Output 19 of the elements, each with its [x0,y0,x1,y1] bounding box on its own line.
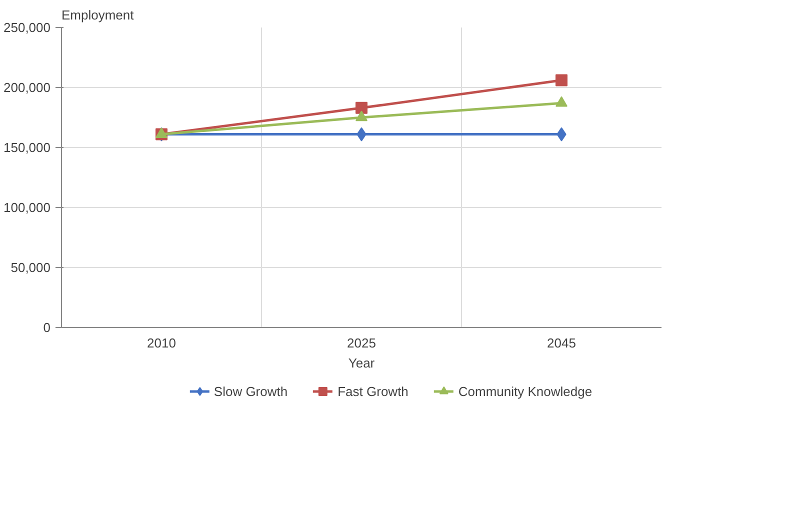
y-tick-label: 0 [43,320,51,335]
x-axis-title: Year [348,356,376,370]
x-tick-label: 2010 [147,336,176,350]
y-axis-title: Employment [62,8,134,22]
y-tick-label: 200,000 [4,80,51,95]
x-tick-label: 2045 [547,336,576,350]
legend-label: Community Knowledge [458,384,592,398]
point [356,110,368,122]
x-tick-label: 2025 [347,336,376,350]
y-tick-label: 250,000 [4,20,51,35]
point [356,102,368,114]
legend-label: Slow Growth [214,384,288,398]
y-tick-label: 50,000 [10,260,51,275]
point [156,127,168,138]
y-tick-label: 100,000 [4,200,51,215]
point [556,96,568,107]
legend-label: Fast Growth [338,384,408,398]
y-tick-label: 150,000 [4,140,51,155]
point [556,74,568,86]
